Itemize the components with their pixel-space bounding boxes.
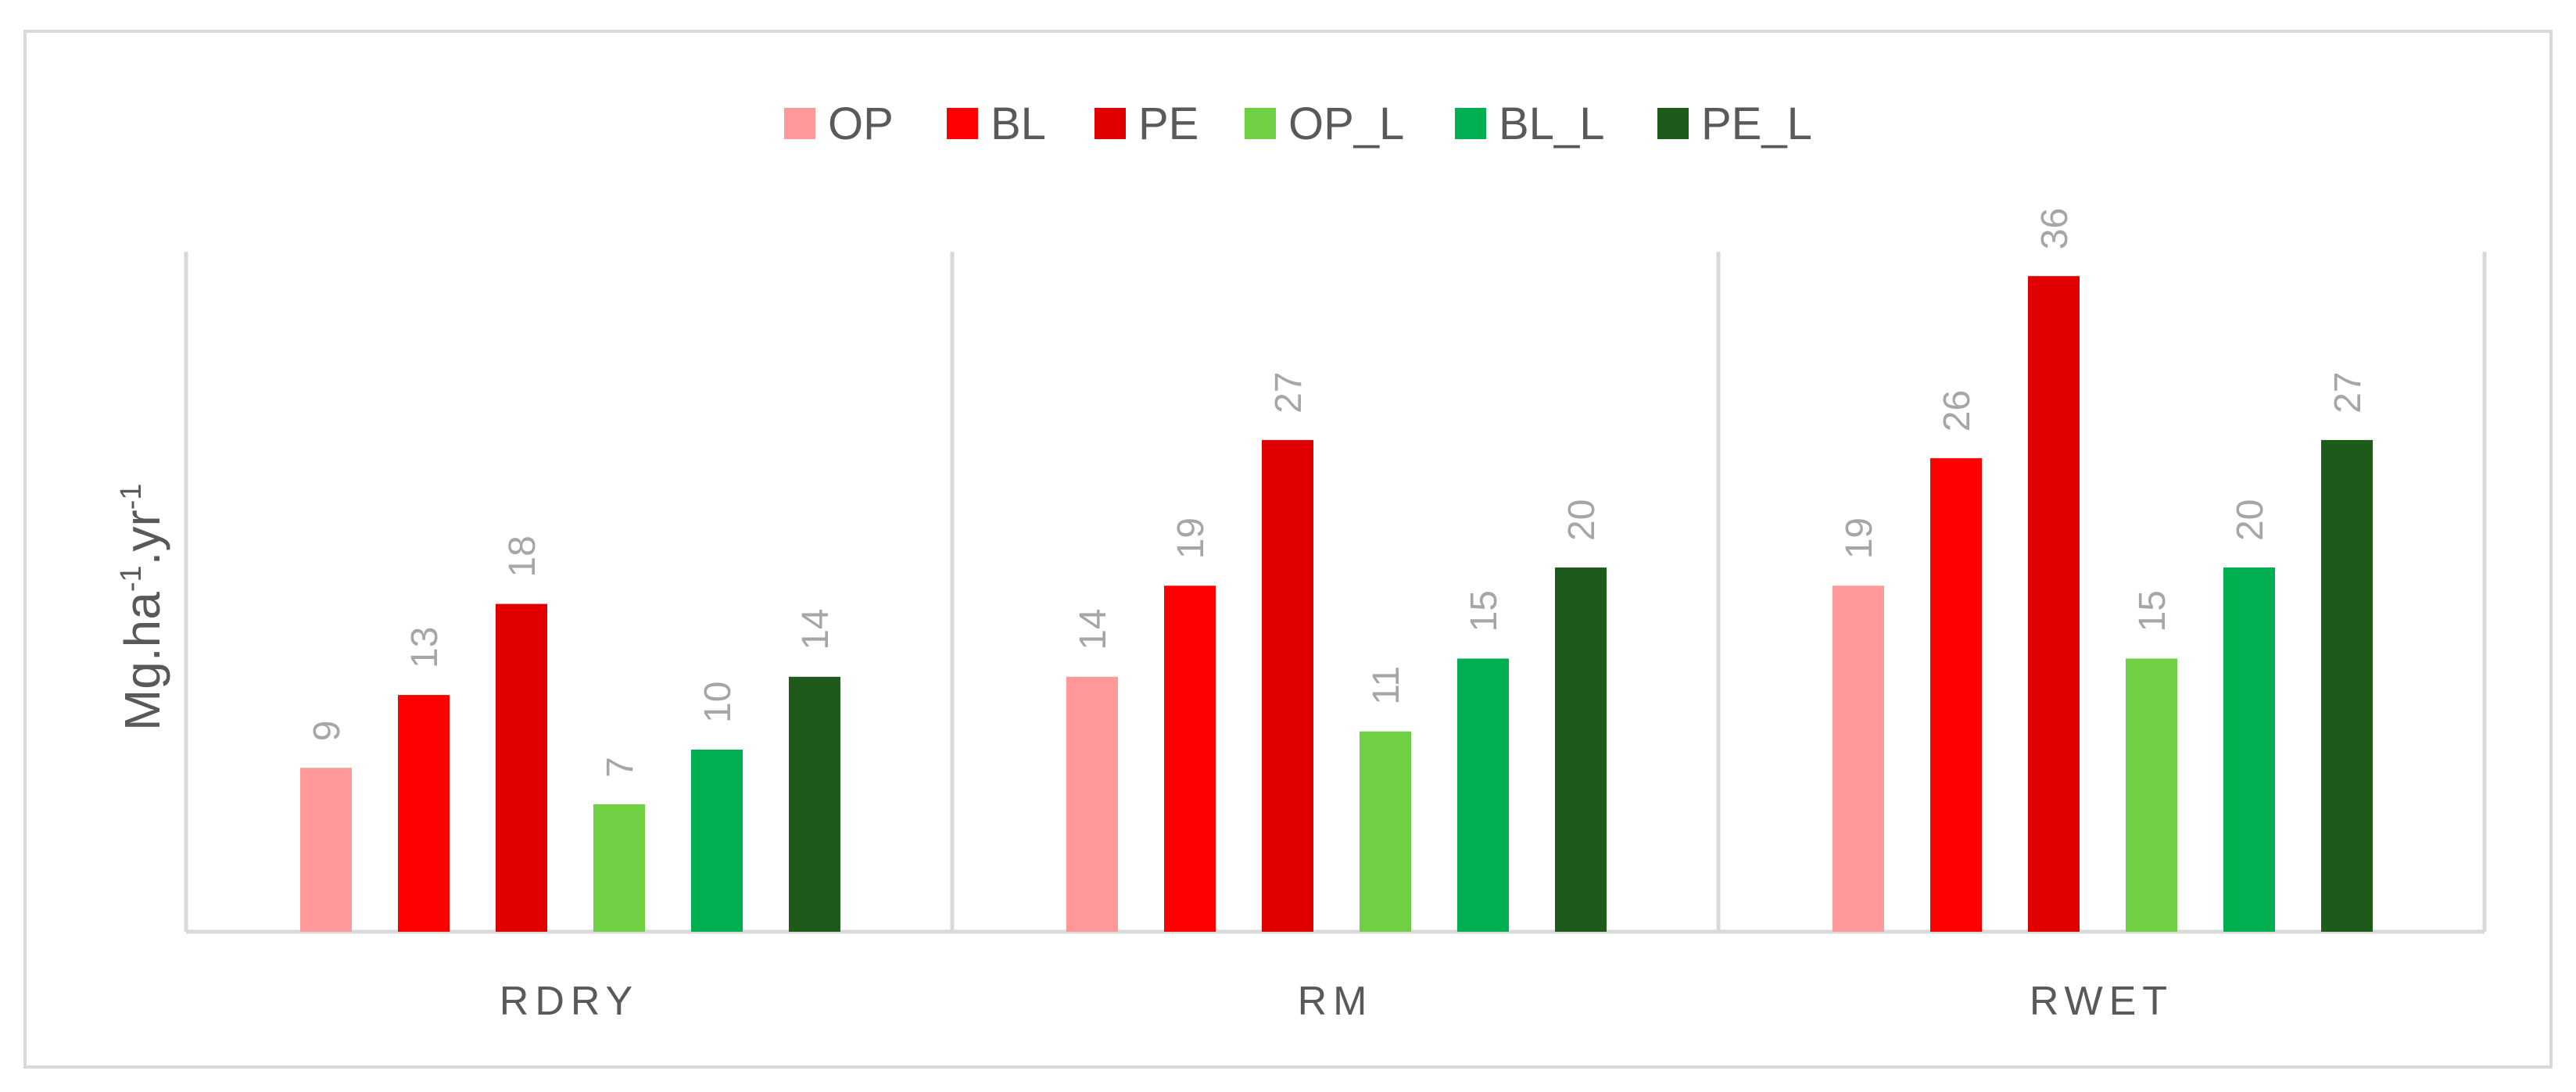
bar-op-rdry <box>300 768 352 932</box>
legend-swatch-pe <box>1095 108 1126 139</box>
legend: OP BL PE OP_L BL_L PE_L <box>784 98 1812 149</box>
data-label: 27 <box>1268 372 1309 414</box>
legend-label-op: OP <box>828 98 894 149</box>
bar-op-l-rm <box>1360 731 1411 932</box>
bar-bl-l-rwet <box>2223 567 2275 932</box>
bar-pe-l-rdry <box>789 676 840 932</box>
data-label: 19 <box>1839 517 1880 559</box>
data-label: 10 <box>697 682 739 723</box>
legend-swatch-bl-l <box>1455 108 1486 139</box>
legend-label-pe-l: PE_L <box>1701 98 1812 149</box>
legend-swatch-op-l <box>1245 108 1276 139</box>
data-label: 7 <box>600 757 641 778</box>
data-label: 26 <box>1936 390 1978 431</box>
data-label: 20 <box>1561 499 1603 541</box>
legend-label-bl-l: BL_L <box>1499 98 1604 149</box>
legend-swatch-op <box>784 108 815 139</box>
bar-pe-l-rm <box>1555 567 1607 932</box>
bar-pe-rdry <box>496 603 547 932</box>
data-label: 20 <box>2230 499 2271 541</box>
bar-pe-l-rwet <box>2321 439 2373 932</box>
legend-swatch-pe-l <box>1657 108 1689 139</box>
data-label: 27 <box>2327 372 2369 414</box>
bar-bl-l-rm <box>1457 658 1509 932</box>
category-label-rdry: RDRY <box>500 979 639 1024</box>
axes <box>184 252 2487 934</box>
category-label-rwet: RWET <box>2030 979 2173 1024</box>
legend-label-bl: BL <box>991 98 1046 149</box>
legend-swatch-bl <box>947 108 978 139</box>
data-label: 15 <box>1464 590 1505 632</box>
bar-pe-rm <box>1262 439 1313 932</box>
data-label: 18 <box>502 535 543 577</box>
bar-op-l-rwet <box>2126 658 2177 932</box>
data-label: 15 <box>2132 590 2173 632</box>
bar-pe-rwet <box>2028 276 2080 932</box>
data-labels: 9 13 18 7 10 14 14 19 27 11 15 20 19 26 36 15 20 27 <box>306 208 2369 778</box>
data-label: 36 <box>2034 208 2076 249</box>
bar-bl-rwet <box>1930 458 1982 932</box>
bar-op-rm <box>1066 676 1118 932</box>
bars <box>300 276 2373 932</box>
bar-bl-rdry <box>398 695 450 932</box>
bar-bl-l-rdry <box>691 750 743 932</box>
category-label-rm: RM <box>1298 979 1374 1024</box>
bar-bl-rm <box>1164 585 1216 932</box>
bar-op-rwet <box>1833 585 1884 932</box>
bar-op-l-rdry <box>593 804 645 932</box>
data-label: 14 <box>1073 608 1114 650</box>
data-label: 19 <box>1170 517 1212 559</box>
category-labels: RDRY RM RWET <box>500 979 2173 1024</box>
data-label: 13 <box>404 627 446 668</box>
data-label: 9 <box>306 721 348 742</box>
data-label: 11 <box>1366 666 1407 705</box>
legend-label-op-l: OP_L <box>1288 98 1404 149</box>
y-axis-label: Mg.ha-1.yr-1 <box>114 483 170 731</box>
legend-label-pe: PE <box>1138 98 1198 149</box>
data-label: 14 <box>795 608 837 650</box>
